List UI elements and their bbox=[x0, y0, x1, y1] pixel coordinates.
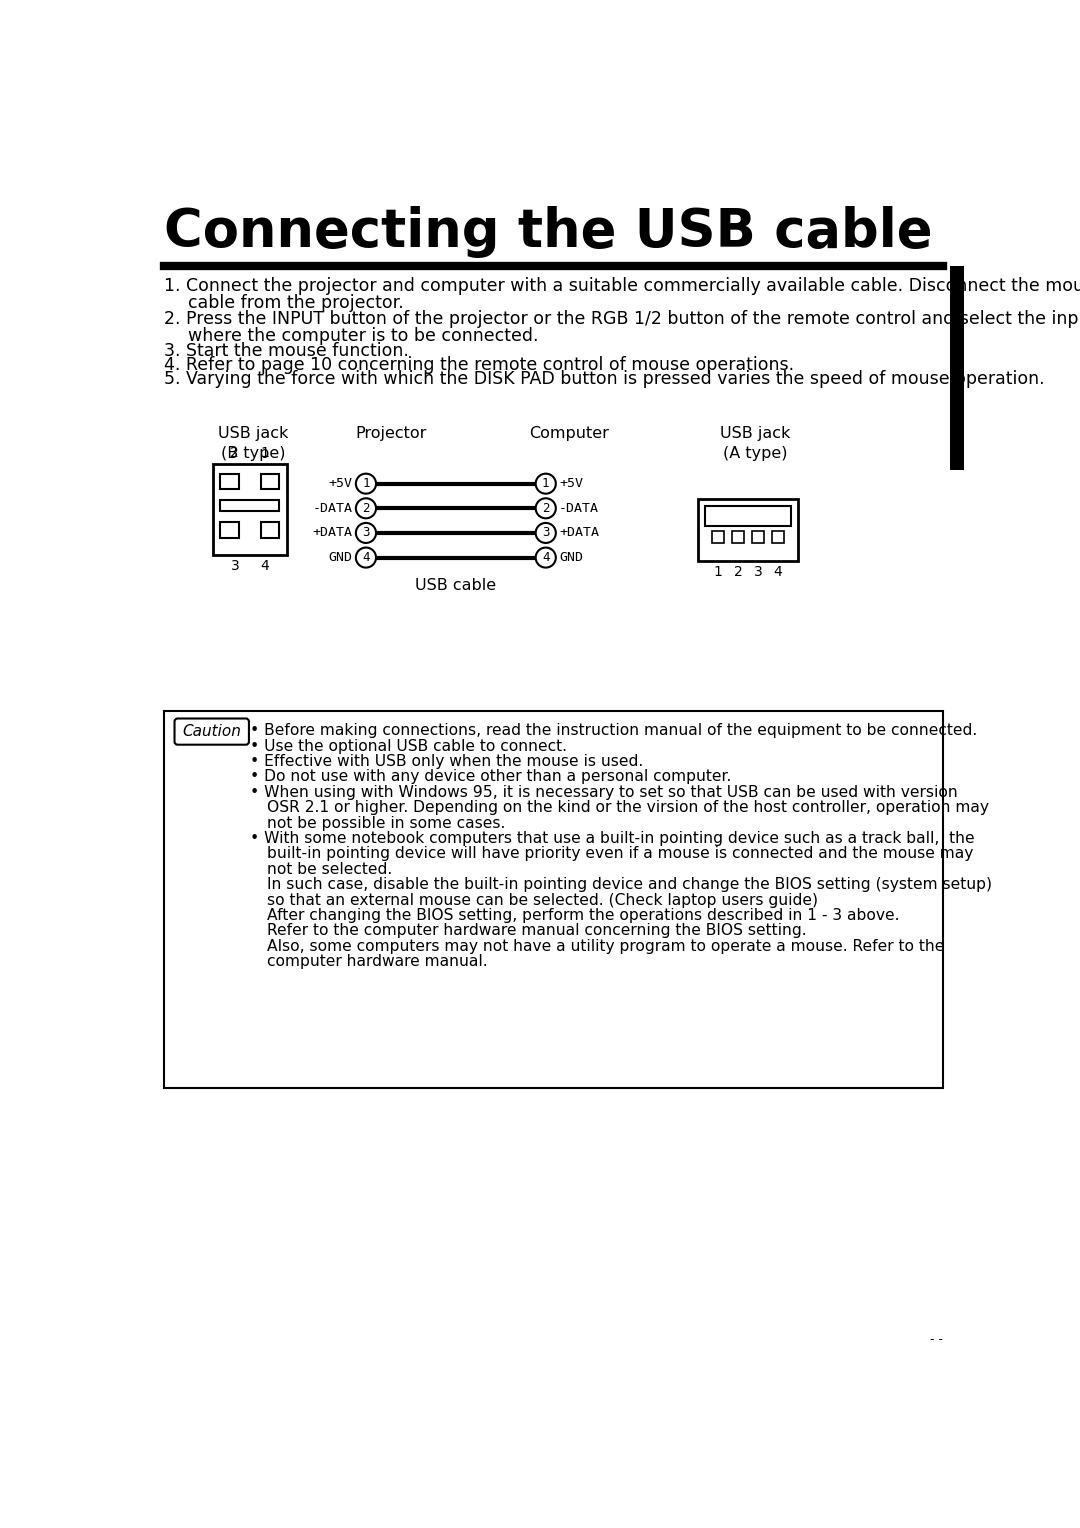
Text: 1: 1 bbox=[362, 477, 369, 490]
Bar bbox=[698, 500, 798, 561]
Text: 5. Varying the force with which the DISK PAD button is pressed varies the speed : 5. Varying the force with which the DISK… bbox=[164, 370, 1045, 388]
Text: built-in pointing device will have priority even if a mouse is connected and the: built-in pointing device will have prior… bbox=[267, 847, 973, 862]
Text: 4: 4 bbox=[773, 565, 782, 579]
Text: -DATA: -DATA bbox=[313, 501, 353, 515]
Text: 1. Connect the projector and computer with a suitable commercially available cab: 1. Connect the projector and computer wi… bbox=[164, 277, 1080, 295]
Circle shape bbox=[536, 498, 556, 518]
Text: computer hardware manual.: computer hardware manual. bbox=[267, 953, 487, 969]
Text: Refer to the computer hardware manual concerning the BIOS setting.: Refer to the computer hardware manual co… bbox=[267, 923, 807, 938]
Circle shape bbox=[356, 474, 376, 494]
Text: GND: GND bbox=[328, 552, 353, 564]
Text: GND: GND bbox=[559, 552, 583, 564]
Text: 4: 4 bbox=[362, 552, 369, 564]
Text: • Before making connections, read the instruction manual of the equipment to be : • Before making connections, read the in… bbox=[249, 723, 977, 738]
Text: USB jack
(A type): USB jack (A type) bbox=[719, 426, 791, 461]
Text: Connecting the USB cable: Connecting the USB cable bbox=[164, 206, 933, 258]
Bar bbox=[260, 523, 279, 538]
Bar bbox=[732, 530, 744, 542]
Text: 2: 2 bbox=[362, 501, 369, 515]
Text: Projector: Projector bbox=[355, 426, 427, 442]
Bar bbox=[712, 530, 725, 542]
Text: 3: 3 bbox=[542, 527, 550, 539]
Text: After changing the BIOS setting, perform the operations described in 1 - 3 above: After changing the BIOS setting, perform… bbox=[267, 908, 900, 923]
Text: Also, some computers may not have a utility program to operate a mouse. Refer to: Also, some computers may not have a util… bbox=[267, 938, 944, 953]
Bar bbox=[704, 506, 792, 526]
Text: 4: 4 bbox=[260, 559, 269, 573]
Text: • Use the optional USB cable to connect.: • Use the optional USB cable to connect. bbox=[249, 738, 567, 753]
Text: 4: 4 bbox=[542, 552, 550, 564]
Text: 2: 2 bbox=[733, 565, 742, 579]
Text: USB cable: USB cable bbox=[416, 579, 497, 593]
Bar bbox=[950, 266, 964, 469]
Bar bbox=[220, 523, 239, 538]
Text: Computer: Computer bbox=[529, 426, 609, 442]
Text: - -: - - bbox=[930, 1332, 943, 1346]
Text: 3: 3 bbox=[230, 559, 239, 573]
Text: so that an external mouse can be selected. (Check laptop users guide): so that an external mouse can be selecte… bbox=[267, 892, 818, 908]
Text: 1: 1 bbox=[260, 446, 269, 460]
Text: +DATA: +DATA bbox=[313, 527, 353, 539]
Text: OSR 2.1 or higher. Depending on the kind or the virsion of the host controller, : OSR 2.1 or higher. Depending on the kind… bbox=[267, 801, 989, 814]
Text: • Effective with USB only when the mouse is used.: • Effective with USB only when the mouse… bbox=[249, 753, 643, 769]
Bar bbox=[220, 500, 279, 510]
Text: In such case, disable the built-in pointing device and change the BIOS setting (: In such case, disable the built-in point… bbox=[267, 877, 991, 892]
Bar bbox=[220, 474, 239, 489]
Circle shape bbox=[536, 547, 556, 567]
Circle shape bbox=[536, 474, 556, 494]
Text: +5V: +5V bbox=[328, 477, 353, 490]
FancyBboxPatch shape bbox=[175, 718, 248, 744]
Text: not be possible in some cases.: not be possible in some cases. bbox=[267, 816, 505, 831]
Circle shape bbox=[536, 523, 556, 542]
Bar bbox=[213, 465, 287, 555]
Circle shape bbox=[356, 523, 376, 542]
Circle shape bbox=[356, 547, 376, 567]
Text: • When using with Windows 95, it is necessary to set so that USB can be used wit: • When using with Windows 95, it is nece… bbox=[249, 785, 958, 799]
Text: • With some notebook computers that use a built-in pointing device such as a tra: • With some notebook computers that use … bbox=[249, 831, 974, 847]
Circle shape bbox=[356, 498, 376, 518]
Text: not be selected.: not be selected. bbox=[267, 862, 392, 877]
Text: 3. Start the mouse function.: 3. Start the mouse function. bbox=[164, 342, 409, 361]
Text: 2. Press the INPUT button of the projector or the RGB 1/2 button of the remote c: 2. Press the INPUT button of the project… bbox=[164, 310, 1080, 327]
Text: where the computer is to be connected.: where the computer is to be connected. bbox=[188, 327, 538, 345]
Text: • Do not use with any device other than a personal computer.: • Do not use with any device other than … bbox=[249, 769, 731, 784]
Bar bbox=[752, 530, 765, 542]
Text: 3: 3 bbox=[754, 565, 762, 579]
Text: USB jack
(B type): USB jack (B type) bbox=[217, 426, 288, 461]
Text: 4. Refer to page 10 concerning the remote control of mouse operations.: 4. Refer to page 10 concerning the remot… bbox=[164, 356, 795, 374]
Text: cable from the projector.: cable from the projector. bbox=[188, 295, 404, 312]
Text: -DATA: -DATA bbox=[559, 501, 599, 515]
Text: 2: 2 bbox=[230, 446, 239, 460]
Text: +5V: +5V bbox=[559, 477, 583, 490]
Bar bbox=[260, 474, 279, 489]
Text: 2: 2 bbox=[542, 501, 550, 515]
Text: 3: 3 bbox=[362, 527, 369, 539]
Text: 1: 1 bbox=[714, 565, 723, 579]
Text: Caution: Caution bbox=[183, 724, 241, 740]
Bar bbox=[771, 530, 784, 542]
Text: +DATA: +DATA bbox=[559, 527, 599, 539]
Text: 1: 1 bbox=[542, 477, 550, 490]
Bar bbox=[164, 711, 943, 1088]
